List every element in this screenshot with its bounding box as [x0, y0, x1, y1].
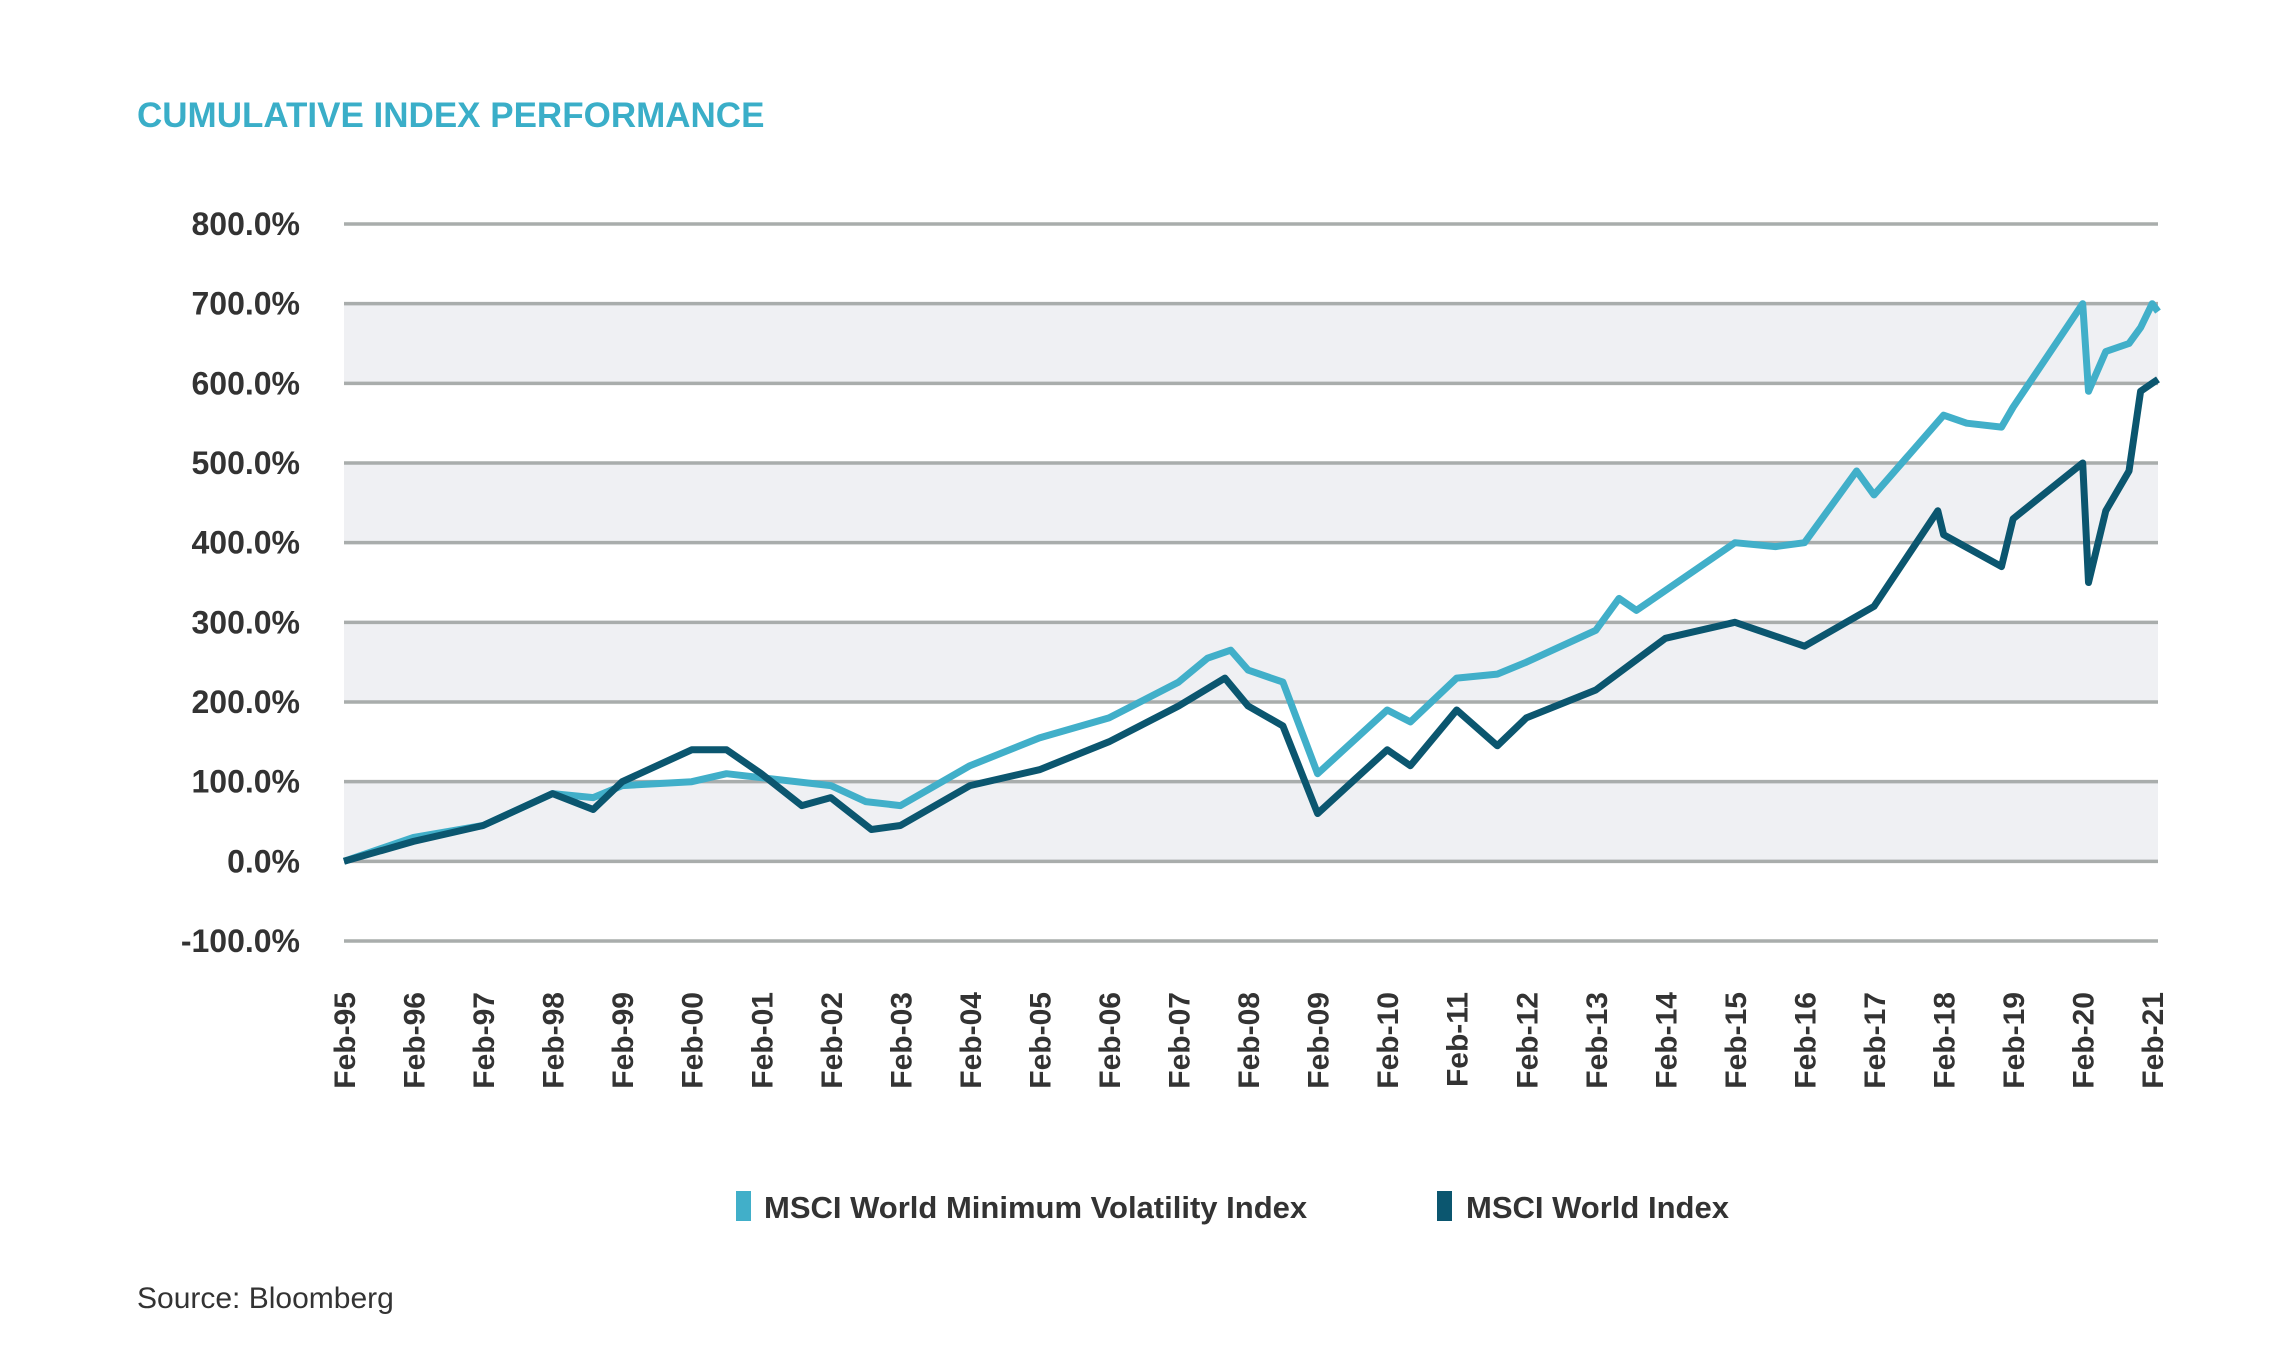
legend-swatch-min-vol [736, 1191, 751, 1221]
y-tick-label: 500.0% [191, 445, 300, 481]
y-tick-label: 0.0% [227, 843, 300, 879]
x-tick-label: Feb-95 [329, 992, 362, 1089]
x-tick-label: Feb-00 [677, 992, 710, 1089]
plot-band [344, 303, 2158, 384]
x-tick-label: Feb-99 [607, 992, 640, 1089]
x-tick-label: Feb-04 [955, 992, 988, 1089]
y-tick-label: -100.0% [181, 923, 300, 959]
x-tick-label: Feb-13 [1581, 992, 1614, 1089]
x-tick-label: Feb-20 [2068, 992, 2101, 1089]
y-tick-label: 600.0% [191, 365, 300, 401]
x-tick-label: Feb-06 [1094, 992, 1127, 1089]
y-tick-label: 300.0% [191, 604, 300, 640]
x-tick-label: Feb-07 [1164, 992, 1197, 1089]
series-line-world [343, 376, 2160, 865]
chart-title: CUMULATIVE INDEX PERFORMANCE [137, 96, 764, 135]
source-note: Source: Bloomberg [137, 1282, 394, 1315]
y-tick-label: 400.0% [191, 525, 300, 561]
x-tick-label: Feb-98 [538, 992, 571, 1089]
plot-band [344, 622, 2158, 702]
legend: MSCI World Minimum Volatility Index MSCI… [736, 1190, 1730, 1225]
x-tick-label: Feb-14 [1650, 992, 1683, 1089]
x-tick-label: Feb-11 [1442, 992, 1475, 1087]
x-tick-label: Feb-08 [1233, 992, 1266, 1089]
plot-band [344, 781, 2158, 862]
x-axis-ticks: Feb-95 Feb-96 Feb-97 Feb-98 Feb-99 Feb-00 Feb-… [329, 992, 2170, 1089]
legend-label-min-vol: MSCI World Minimum Volatility Index [764, 1190, 1308, 1225]
series-lines [342, 300, 2161, 865]
x-tick-label: Feb-18 [1929, 992, 1962, 1089]
x-tick-label: Feb-17 [1859, 992, 1892, 1089]
legend-swatch-world [1437, 1191, 1452, 1221]
x-tick-label: Feb-05 [1024, 992, 1057, 1089]
x-tick-label: Feb-09 [1303, 992, 1336, 1089]
series-line-min-vol [342, 300, 2161, 865]
x-tick-label: Feb-15 [1720, 992, 1753, 1089]
y-axis-ticks: 800.0% 700.0% 600.0% 500.0% 400.0% 300.0% 200.… [181, 206, 300, 959]
y-tick-label: 800.0% [191, 206, 300, 242]
x-tick-label: Feb-01 [746, 992, 779, 1089]
x-tick-label: Feb-19 [1998, 992, 2031, 1089]
legend-label-world: MSCI World Index [1466, 1190, 1730, 1225]
x-tick-label: Feb-96 [399, 992, 432, 1089]
x-tick-label: Feb-03 [885, 992, 918, 1089]
x-tick-label: Feb-97 [468, 992, 501, 1089]
x-tick-label: Feb-10 [1372, 992, 1405, 1089]
x-tick-label: Feb-21 [2137, 992, 2170, 1089]
gridlines [344, 222, 2158, 943]
plot-band [344, 463, 2158, 543]
x-tick-label: Feb-12 [1511, 992, 1544, 1089]
y-tick-label: 700.0% [191, 286, 300, 322]
y-tick-label: 200.0% [191, 684, 300, 720]
x-tick-label: Feb-02 [816, 992, 849, 1089]
y-tick-label: 100.0% [191, 764, 300, 800]
x-tick-label: Feb-16 [1789, 992, 1822, 1089]
